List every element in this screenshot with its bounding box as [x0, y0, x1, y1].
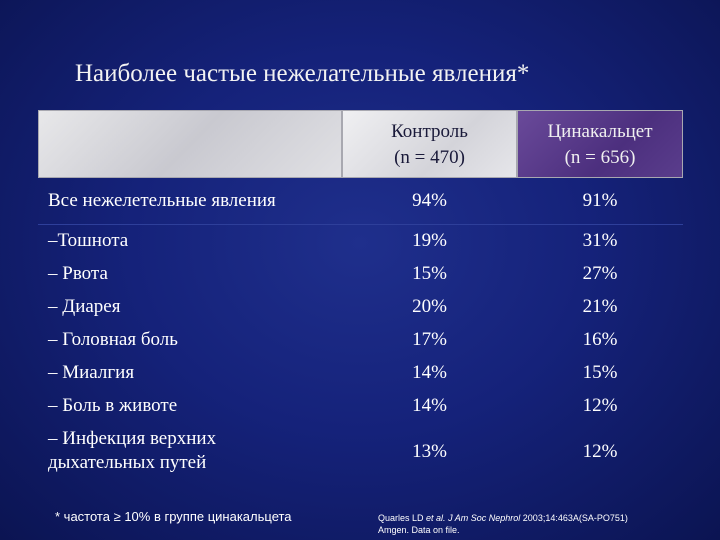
- row-label-diarrhea: – Диарея: [48, 296, 121, 317]
- cinacalcet-header-label: Цинакальцет: [547, 121, 653, 142]
- table-header-control: Контроль (n = 470): [342, 110, 517, 178]
- control-header-label: Контроль: [391, 121, 468, 142]
- row-label-headache: – Головная боль: [48, 329, 178, 350]
- control-value: 13%: [412, 441, 447, 462]
- cinacalcet-value: 91%: [582, 190, 618, 211]
- cinacalcet-value: 16%: [582, 329, 618, 350]
- control-header-n: (n = 470): [394, 147, 465, 168]
- control-value: 94%: [412, 190, 447, 211]
- control-value: 20%: [412, 296, 447, 317]
- row-label-abdominal-pain: – Боль в животе: [48, 395, 178, 416]
- slide-title: Наиболее частые нежелательные явления*: [75, 60, 530, 87]
- row-separator: [38, 224, 683, 225]
- footnote: * частота ≥ 10% в группе цинакальцета: [55, 509, 292, 524]
- cinacalcet-value: 21%: [582, 296, 618, 317]
- cinacalcet-value: 31%: [582, 230, 618, 251]
- row-label-all-adverse-events: Все нежелетельные явления: [48, 190, 276, 211]
- control-value: 14%: [412, 362, 447, 383]
- row-label-uri-line1: – Инфекция верхних: [48, 428, 217, 449]
- control-value: 19%: [412, 230, 447, 251]
- ref-authors: Quarles LD: [378, 513, 424, 523]
- table-header-blank-cell: [38, 110, 342, 178]
- cinacalcet-value: 12%: [582, 441, 618, 462]
- table-header-cinacalcet: Цинакальцет (n = 656): [517, 110, 683, 178]
- row-label-nausea: –Тошнота: [48, 230, 129, 251]
- row-label-uri-line2: дыхательных путей: [48, 452, 207, 473]
- row-label-vomiting: – Рвота: [48, 263, 108, 284]
- row-label-myalgia: – Миалгия: [48, 362, 135, 383]
- ref-etal: et al.: [426, 513, 446, 523]
- ref-citation: 2003;14:463A(SA-PO751): [522, 513, 628, 523]
- cinacalcet-value: 12%: [582, 395, 618, 416]
- control-value: 17%: [412, 329, 447, 350]
- cinacalcet-header-n: (n = 656): [564, 147, 636, 168]
- cinacalcet-value: 27%: [582, 263, 618, 284]
- reference: Quarles LD et al. J Am Soc Nephrol 2003;…: [378, 512, 678, 536]
- control-value: 14%: [412, 395, 447, 416]
- ref-journal: J Am Soc Nephrol: [448, 513, 521, 523]
- control-value: 15%: [412, 263, 447, 284]
- cinacalcet-value: 15%: [582, 362, 618, 383]
- ref-source: Amgen. Data on file.: [378, 525, 460, 535]
